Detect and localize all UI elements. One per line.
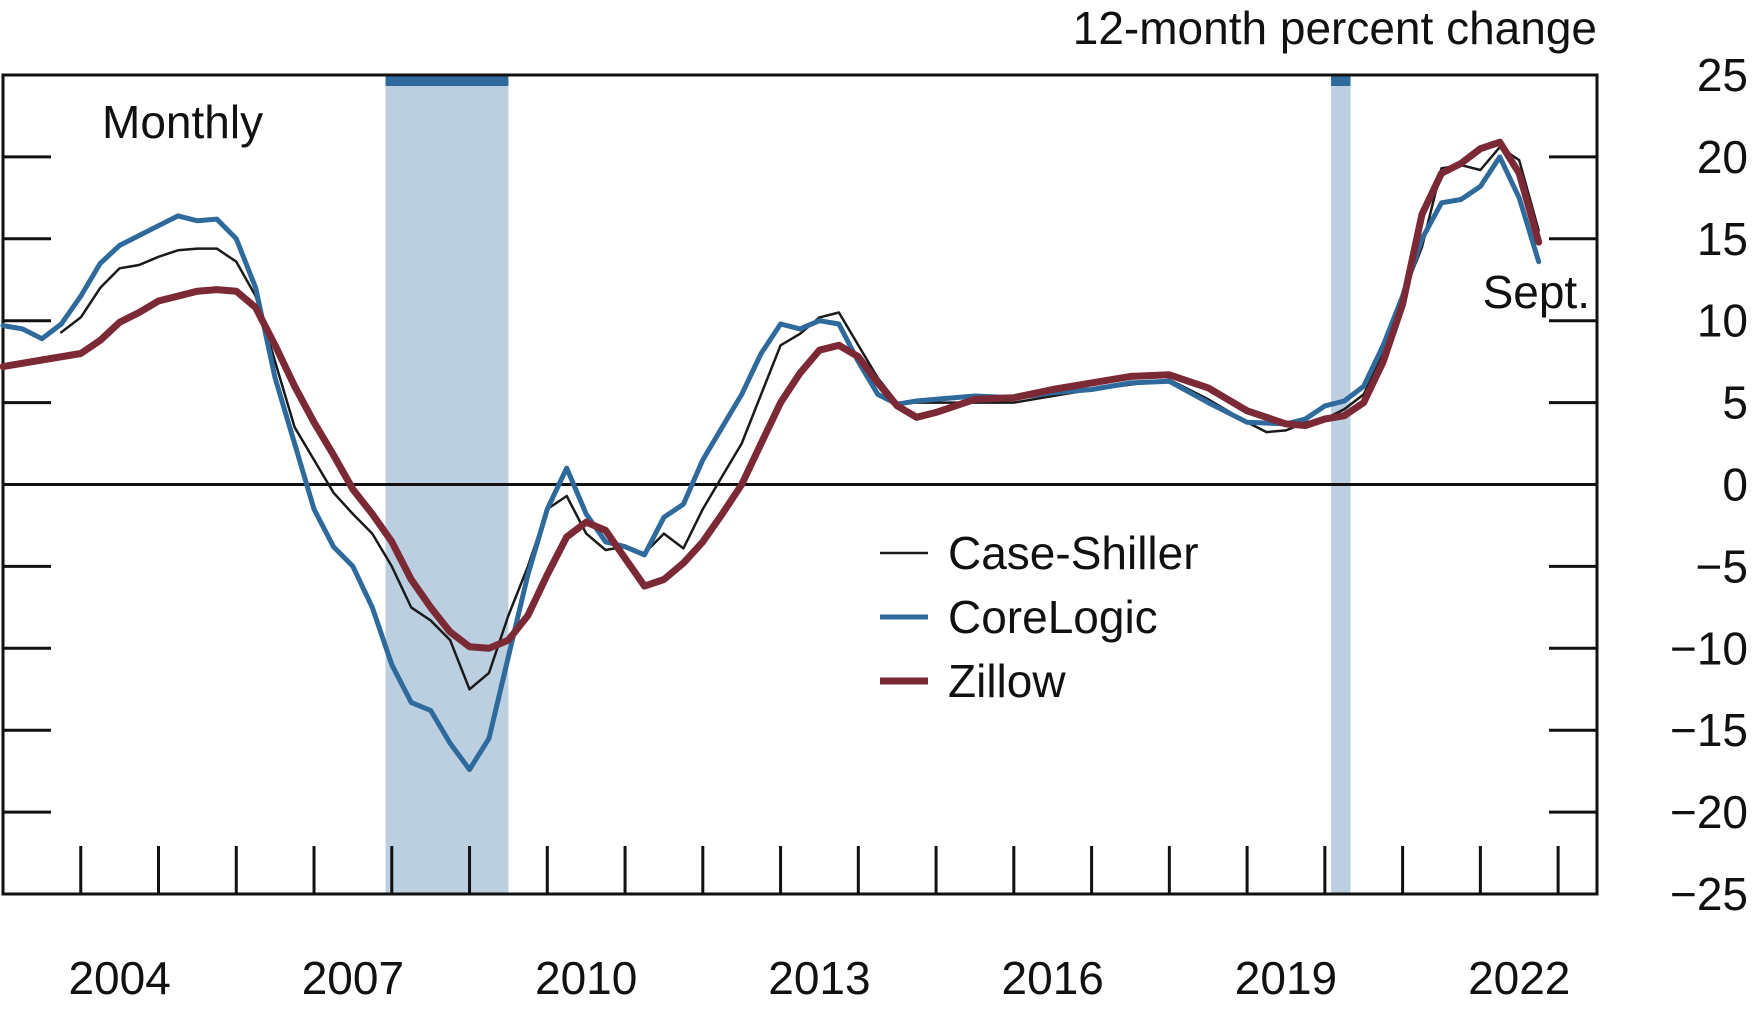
legend-label-zillow: Zillow (948, 655, 1066, 707)
y-tick-label: 15 (1697, 213, 1748, 265)
plot-frame (1, 73, 1599, 896)
legend: Case-Shiller CoreLogic Zillow (880, 527, 1199, 707)
y-tick-label: 5 (1722, 377, 1748, 429)
y-tick-label: −25 (1670, 868, 1748, 920)
recession-marker-1 (1331, 75, 1351, 86)
x-tick-label: 2010 (535, 952, 637, 1004)
y-tick-label: −10 (1670, 622, 1748, 674)
y-tick-label: 10 (1697, 295, 1748, 347)
x-tick-label: 2013 (768, 952, 870, 1004)
frequency-label: Monthly (102, 96, 263, 148)
x-tick-label: 2019 (1235, 952, 1337, 1004)
legend-label-case-shiller: Case-Shiller (948, 527, 1199, 579)
y-axis-title: 12-month percent change (1073, 2, 1597, 54)
y-tick-label: −5 (1696, 540, 1748, 592)
y-tick-label: 20 (1697, 131, 1748, 183)
y-tick-label: 25 (1697, 49, 1748, 101)
x-tick-label: 2016 (1002, 952, 1104, 1004)
x-tick-label: 2007 (302, 952, 404, 1004)
end-annotation: Sept. (1483, 266, 1590, 318)
y-tick-label: 0 (1722, 459, 1748, 511)
x-axis: 2004 2007 2010 2013 2016 2019 2022 (1, 846, 1570, 1004)
series-line-zillow (0, 138, 1543, 652)
series-lines (0, 138, 1543, 772)
y-tick-label: −20 (1670, 786, 1748, 838)
x-tick-label: 2004 (68, 952, 170, 1004)
y-tick-label: −15 (1670, 704, 1748, 756)
legend-label-corelogic: CoreLogic (948, 591, 1158, 643)
recession-marker-0 (385, 75, 509, 86)
x-tick-label: 2022 (1468, 952, 1570, 1004)
series-line-corelogic (0, 154, 1542, 772)
y-axis: 25 20 15 10 5 0 −5 −10 −15 −20 −25 (3, 49, 1748, 920)
